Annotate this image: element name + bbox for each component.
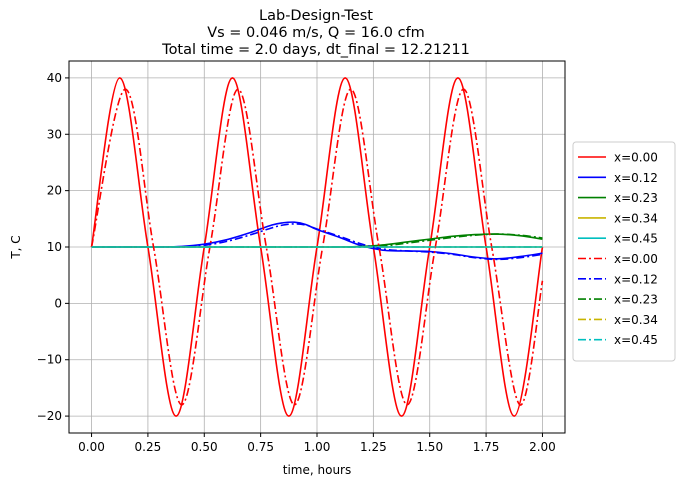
x-axis-label: time, hours [283, 463, 351, 477]
y-tick-label: −10 [37, 353, 62, 367]
y-tick-label: 30 [47, 127, 62, 141]
chart-title-line-2: Vs = 0.046 m/s, Q = 16.0 cfm [207, 25, 425, 41]
x-tick-label: 0.75 [247, 440, 274, 454]
legend-label: x=0.45 [614, 232, 658, 246]
y-axis-label: T, C [9, 235, 23, 259]
legend-label: x=0.23 [614, 293, 658, 307]
legend-label: x=0.12 [614, 272, 658, 286]
y-tick-label: 40 [47, 71, 62, 85]
x-tick-label: 1.00 [304, 440, 331, 454]
x-tick-label: 1.25 [360, 440, 387, 454]
legend-label: x=0.34 [614, 211, 658, 225]
chart-title-line-1: Lab-Design-Test [259, 8, 373, 24]
legend: x=0.00 x=0.12 x=0.23 x=0.34 x=0.45 x=0.00 x=0.… [573, 142, 675, 361]
x-tick-label: 0.00 [78, 440, 105, 454]
y-tick-label: 10 [47, 240, 62, 254]
legend-label: x=0.45 [614, 333, 658, 347]
y-tick-label: −20 [37, 409, 62, 423]
legend-label: x=0.12 [614, 171, 658, 185]
x-tick-label: 0.50 [191, 440, 218, 454]
x-tick-label: 1.50 [416, 440, 443, 454]
chart-title-line-3: Total time = 2.0 days, dt_final = 12.212… [161, 42, 470, 58]
x-tick-label: 0.25 [135, 440, 162, 454]
legend-label: x=0.00 [614, 252, 658, 266]
legend-label: x=0.34 [614, 313, 658, 327]
y-tick-label: 0 [54, 296, 62, 310]
legend-label: x=0.23 [614, 191, 658, 205]
x-tick-label: 1.75 [473, 440, 500, 454]
legend-label: x=0.00 [614, 151, 658, 165]
y-tick-label: 20 [47, 184, 62, 198]
x-tick-label: 2.00 [529, 440, 556, 454]
